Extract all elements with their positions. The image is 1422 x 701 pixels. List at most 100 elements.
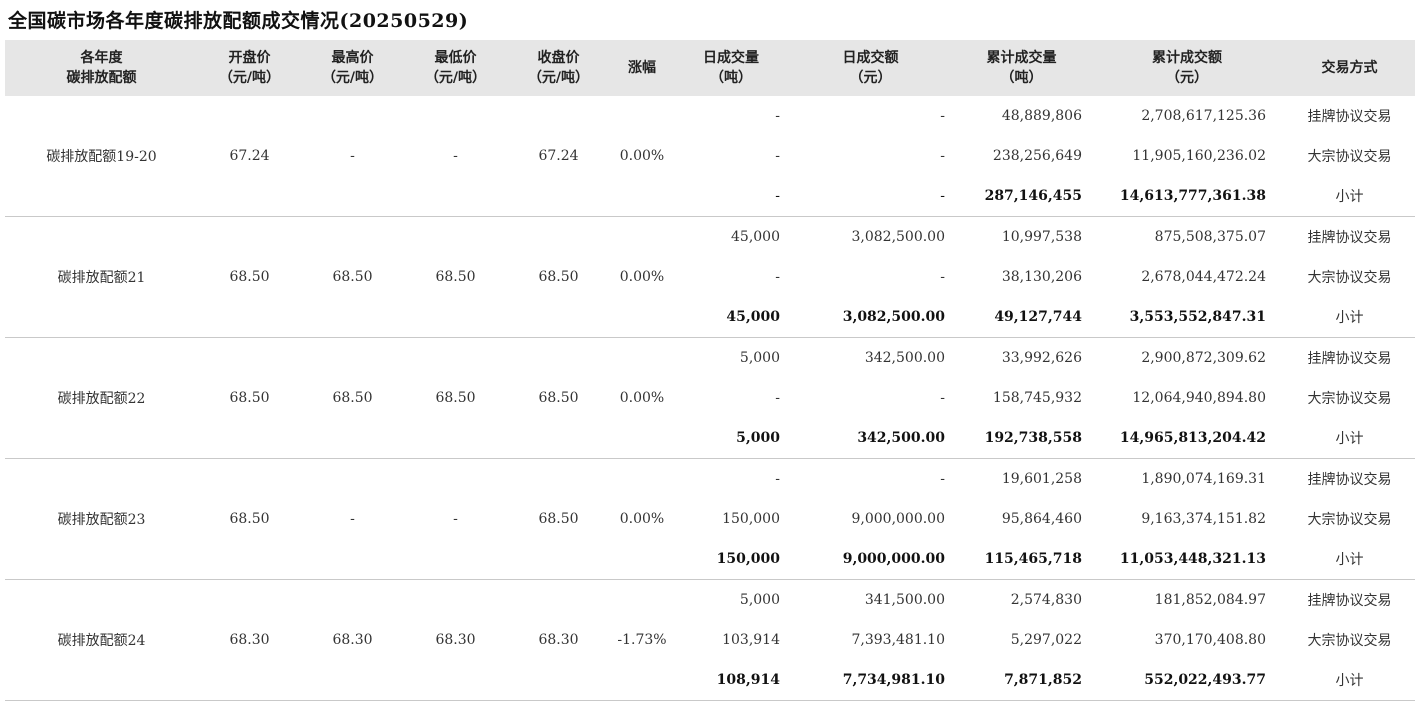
cell-trade-method: 挂牌协议交易: [1307, 351, 1392, 367]
cell-trade-method: 小计: [1284, 176, 1415, 217]
cell-close-price: 68.50: [507, 458, 610, 580]
cell-low-price: -: [404, 458, 507, 580]
cell-open-price: 68.30: [198, 579, 301, 701]
cell-low-price: -: [404, 96, 507, 217]
cell-cum-amount: 370,170,408.80: [1154, 632, 1266, 648]
table-row: - - 238,256,649 11,905,160,236.02 大宗协议交易: [5, 136, 1415, 176]
header-high: 最高价 （元/吨）: [321, 50, 384, 86]
cell-daily-amount: 342,500.00: [864, 350, 945, 366]
cell-daily-volume: -: [775, 148, 780, 164]
cell-change: 0.00%: [610, 216, 674, 338]
cell-daily-volume: -: [775, 471, 780, 487]
cell-change: 0.00%: [610, 337, 674, 459]
table-header-row: 各年度 碳排放配额 开盘价 （元/吨） 最高价 （元/吨） 最低价 （元/吨） 收盘价（…: [5, 40, 1415, 96]
subtotal-row: 5,000 342,500.00 192,738,558 14,965,813,204…: [5, 418, 1415, 459]
cell-cum-amount: 2,678,044,472.24: [1141, 269, 1266, 285]
cell-cum-amount: 14,965,813,204.42: [1090, 418, 1284, 459]
cell-cum-volume: 33,992,626: [1001, 350, 1082, 366]
cell-allowance-name: 碳排放配额22: [5, 337, 198, 459]
cell-daily-volume: 103,914: [722, 632, 780, 648]
cell-cum-volume: 38,130,206: [1001, 269, 1082, 285]
cell-cum-volume: 5,297,022: [1010, 632, 1082, 648]
header-cum-volume: 累计成交量 （吨）: [986, 50, 1057, 86]
cell-close-price: 68.50: [507, 216, 610, 338]
cell-allowance-name: 碳排放配额23: [5, 458, 198, 580]
table-row: 碳排放配额23 68.50- -68.50 0.00% - -19,601,258 1,89…: [5, 458, 1415, 580]
header-daily-volume: 日成交量 （吨）: [703, 50, 759, 86]
cell-cum-amount: 2,708,617,125.36: [1141, 108, 1266, 124]
cell-high-price: 68.50: [301, 337, 404, 459]
cell-daily-amount: 341,500.00: [864, 592, 945, 608]
cell-cum-amount: 181,852,084.97: [1154, 592, 1266, 608]
cell-close-price: 68.50: [507, 337, 610, 459]
header-low: 最低价 （元/吨）: [424, 50, 487, 86]
cell-trade-method: 大宗协议交易: [1307, 391, 1392, 407]
cell-daily-amount: 9,000,000.00: [851, 511, 945, 527]
cell-daily-volume: 108,914: [674, 660, 788, 701]
cell-trade-method: 挂牌协议交易: [1307, 593, 1392, 609]
cell-open-price: 67.24: [198, 96, 301, 217]
cell-cum-volume: 115,465,718: [953, 539, 1090, 580]
cell-trade-method: 大宗协议交易: [1307, 270, 1392, 286]
cell-trade-method: 挂牌协议交易: [1307, 230, 1392, 246]
cell-daily-amount: 3,082,500.00: [851, 229, 945, 245]
header-method: 交易方式: [1321, 60, 1378, 76]
cell-daily-volume: 45,000: [674, 297, 788, 338]
cell-trade-method: 大宗协议交易: [1307, 633, 1392, 649]
cell-daily-volume: 5,000: [739, 592, 780, 608]
cell-daily-amount: -: [788, 176, 953, 217]
cell-trade-method: 小计: [1284, 297, 1415, 338]
cell-cum-volume: 158,745,932: [992, 390, 1082, 406]
cell-open-price: 68.50: [198, 458, 301, 580]
cell-daily-volume: 5,000: [674, 418, 788, 459]
cell-cum-amount: 12,064,940,894.80: [1132, 390, 1266, 406]
cell-change: 0.00%: [610, 96, 674, 217]
cell-low-price: 68.50: [404, 216, 507, 338]
cell-high-price: 68.50: [301, 216, 404, 338]
cell-high-price: -: [301, 96, 404, 217]
cell-close-price: 67.24: [507, 96, 610, 217]
cell-cum-volume: 95,864,460: [1001, 511, 1082, 527]
table-row: 150,000 9,000,000.00 95,864,460 9,163,374,1…: [5, 499, 1415, 539]
cell-change: -1.73%: [610, 579, 674, 701]
cell-cum-volume: 10,997,538: [1001, 229, 1082, 245]
cell-daily-volume: -: [775, 390, 780, 406]
cell-trade-method: 小计: [1284, 418, 1415, 459]
cell-low-price: 68.50: [404, 337, 507, 459]
cell-daily-amount: -: [940, 108, 945, 124]
cell-daily-volume: 150,000: [674, 539, 788, 580]
page-title: 全国碳市场各年度碳排放配额成交情况(20250529): [8, 10, 469, 32]
table-row: 碳排放配额22 68.50 68.50 68.50 68.50 0.00% 5,000 342…: [5, 337, 1415, 459]
header-change: 涨幅: [628, 60, 656, 76]
cell-daily-amount: 7,734,981.10: [788, 660, 953, 701]
cell-trade-method: 挂牌协议交易: [1307, 472, 1392, 488]
cell-trade-method: 小计: [1284, 660, 1415, 701]
cell-daily-volume: -: [775, 269, 780, 285]
cell-open-price: 68.50: [198, 337, 301, 459]
header-close: 收盘价 （元/吨）: [527, 50, 590, 86]
cell-high-price: 68.30: [301, 579, 404, 701]
cell-daily-volume: -: [775, 108, 780, 124]
cell-cum-amount: 11,905,160,236.02: [1132, 148, 1266, 164]
cell-cum-amount: 552,022,493.77: [1090, 660, 1284, 701]
table-row: 碳排放配额21 68.50 68.50 68.50 68.50 0.00% 45,000 3,…: [5, 216, 1415, 338]
table-row: 103,914 7,393,481.10 5,297,022 370,170,408.…: [5, 620, 1415, 660]
cell-low-price: 68.30: [404, 579, 507, 701]
cell-cum-amount: 875,508,375.07: [1154, 229, 1266, 245]
cell-allowance-name: 碳排放配额19-20: [5, 96, 198, 217]
cell-close-price: 68.30: [507, 579, 610, 701]
table-body: 碳排放配额19-20 67.24- -67.24 0.00% - -48,889,806 2…: [5, 96, 1415, 701]
cell-daily-amount: 342,500.00: [788, 418, 953, 459]
cell-daily-amount: 3,082,500.00: [788, 297, 953, 338]
cell-open-price: 68.50: [198, 216, 301, 338]
header-year: 各年度 碳排放配额: [66, 50, 137, 86]
header-daily-amount: 日成交额 （元）: [842, 50, 899, 86]
cell-change: 0.00%: [610, 458, 674, 580]
cell-cum-amount: 14,613,777,361.38: [1090, 176, 1284, 217]
cell-trade-method: 大宗协议交易: [1307, 149, 1392, 165]
cell-daily-amount: 7,393,481.10: [851, 632, 945, 648]
cell-cum-volume: 48,889,806: [1001, 108, 1082, 124]
cell-cum-volume: 19,601,258: [1001, 471, 1082, 487]
cell-cum-volume: 287,146,455: [953, 176, 1090, 217]
cell-allowance-name: 碳排放配额21: [5, 216, 198, 338]
